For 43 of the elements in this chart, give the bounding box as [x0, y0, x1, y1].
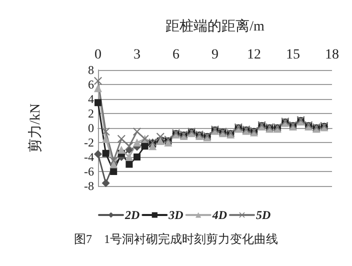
- y-tick-label: -8: [84, 179, 94, 193]
- point: [102, 179, 110, 188]
- point: [94, 99, 102, 106]
- point: [133, 128, 141, 136]
- point: [125, 142, 134, 150]
- point: [94, 84, 102, 92]
- y-tick-label: -6: [84, 164, 94, 178]
- point: [94, 76, 102, 85]
- x-tick-label: 3: [134, 48, 140, 62]
- point: [133, 138, 141, 146]
- point: [94, 150, 102, 158]
- y-tick-label: 6: [88, 78, 94, 92]
- x-tick-label: 6: [172, 48, 180, 62]
- point: [117, 134, 126, 143]
- point: [134, 154, 140, 160]
- x-axis-title: 距桩端的距离/m: [166, 18, 264, 34]
- x-tick-label: 18: [325, 48, 339, 62]
- y-tick-label: 8: [88, 63, 94, 77]
- legend-label: 5D: [256, 208, 271, 222]
- y-tick-label: -2: [84, 136, 94, 150]
- point: [117, 146, 126, 154]
- x-tick-label: 12: [247, 48, 261, 62]
- legend-label: 2D: [124, 208, 140, 222]
- x-tick-label: 15: [286, 48, 300, 62]
- legend-label: 3D: [168, 208, 184, 222]
- y-axis-title: 剪力/kN: [28, 104, 44, 152]
- y-tick-label: 4: [88, 92, 94, 106]
- point: [126, 160, 133, 168]
- point: [156, 132, 164, 141]
- y-tick-label: 2: [88, 106, 94, 120]
- point: [102, 134, 110, 143]
- point: [125, 153, 134, 161]
- point: [110, 156, 118, 165]
- legend-label: 4D: [211, 208, 228, 222]
- point: [102, 150, 110, 157]
- point: [141, 142, 148, 150]
- caption: 图7 1号洞衬砌完成时刻剪力变化曲线: [74, 232, 278, 246]
- point: [148, 142, 157, 150]
- point: [102, 128, 110, 136]
- point: [110, 168, 118, 175]
- x-tick-label: 9: [212, 48, 218, 62]
- y-tick-label: -4: [84, 150, 94, 164]
- y-tick-label: 0: [88, 121, 94, 135]
